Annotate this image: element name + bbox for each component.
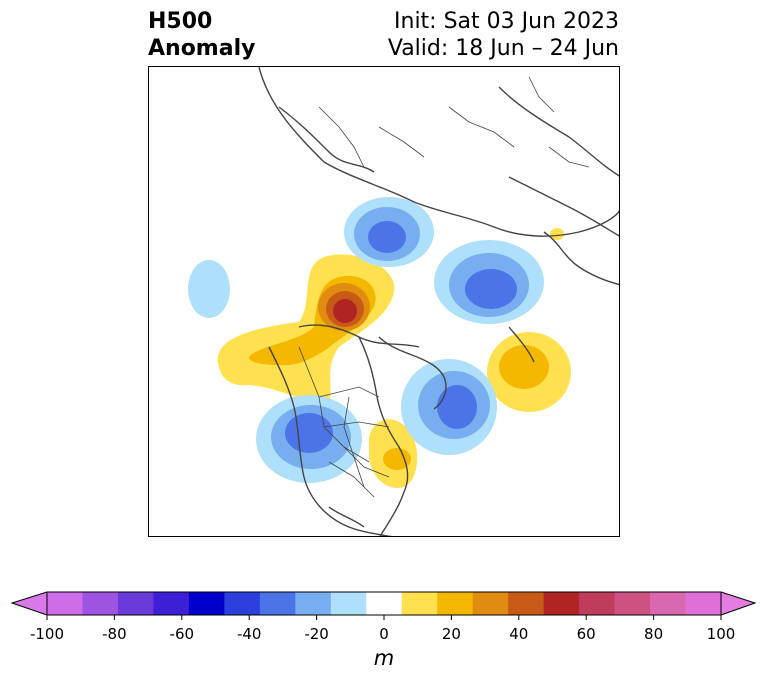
colorbar-unit-label: m — [373, 646, 395, 670]
anomaly-map — [188, 67, 619, 536]
negative-anomaly-pacific-northwest — [256, 395, 362, 483]
colorbar-box — [685, 592, 722, 615]
colorbar-box — [224, 592, 261, 615]
init-time-label: Init: Sat 03 Jun 2023 — [394, 9, 619, 34]
colorbar-extend-low — [12, 592, 47, 615]
positive-anomaly-siberia-coast — [550, 228, 564, 240]
colorbar-tick-label: 60 — [576, 625, 596, 643]
positive-anomaly-northwest-canada — [217, 254, 395, 403]
colorbar-box — [472, 592, 509, 615]
colorbar-box — [117, 592, 154, 615]
colorbar-tick-label: -20 — [304, 625, 329, 643]
map-panel — [148, 66, 620, 537]
colorbar-tick-label: -60 — [169, 625, 195, 643]
colorbar-box — [614, 592, 651, 615]
colorbar-tick-label: 0 — [379, 625, 389, 643]
colorbar-box — [579, 592, 616, 615]
negative-anomaly-barents-sea — [344, 197, 434, 267]
colorbar-box — [153, 592, 190, 615]
colorbar-box — [188, 592, 225, 615]
colorbar-tick-label: 20 — [441, 625, 461, 643]
political-boundaries — [298, 76, 590, 498]
colorbar-box — [401, 592, 438, 615]
colorbar-box — [650, 592, 687, 615]
colorbar — [10, 591, 757, 620]
colorbar-box — [47, 592, 83, 615]
positive-anomaly-great-lakes — [369, 419, 418, 488]
positive-anomaly-north-atlantic — [487, 332, 571, 412]
negative-anomaly-east-siberia — [434, 240, 544, 324]
colorbar-box — [366, 592, 403, 615]
colorbar-box — [543, 592, 580, 615]
colorbar-tick-label: 80 — [644, 625, 664, 643]
colorbar-extend-high — [721, 592, 755, 615]
chart-title: H500 Anomaly — [148, 8, 255, 62]
negative-anomaly-north-pacific — [188, 260, 230, 318]
title-line-1: H500 — [148, 9, 213, 34]
colorbar-ticks — [46, 615, 722, 620]
colorbar-box — [330, 592, 367, 615]
colorbar-box — [437, 592, 474, 615]
colorbar-tick-label: -100 — [29, 625, 65, 643]
valid-range-label: Valid: 18 Jun – 24 Jun — [387, 36, 619, 61]
colorbar-tick-label: -80 — [102, 625, 127, 643]
colorbar-boxes — [47, 592, 722, 615]
colorbar-tick-label: 100 — [706, 625, 736, 643]
negative-anomaly-labrador-sea — [401, 359, 497, 455]
colorbar-box — [295, 592, 332, 615]
colorbar-tick-label: -40 — [236, 625, 262, 643]
colorbar-box — [508, 592, 545, 615]
colorbar-tick-label: 40 — [509, 625, 529, 643]
colorbar-box — [82, 592, 119, 615]
colorbar-box — [259, 592, 296, 615]
title-line-2: Anomaly — [148, 36, 256, 61]
coastlines — [258, 67, 619, 536]
valid-time-block: Init: Sat 03 Jun 2023 Valid: 18 Jun – 24… — [388, 8, 619, 62]
